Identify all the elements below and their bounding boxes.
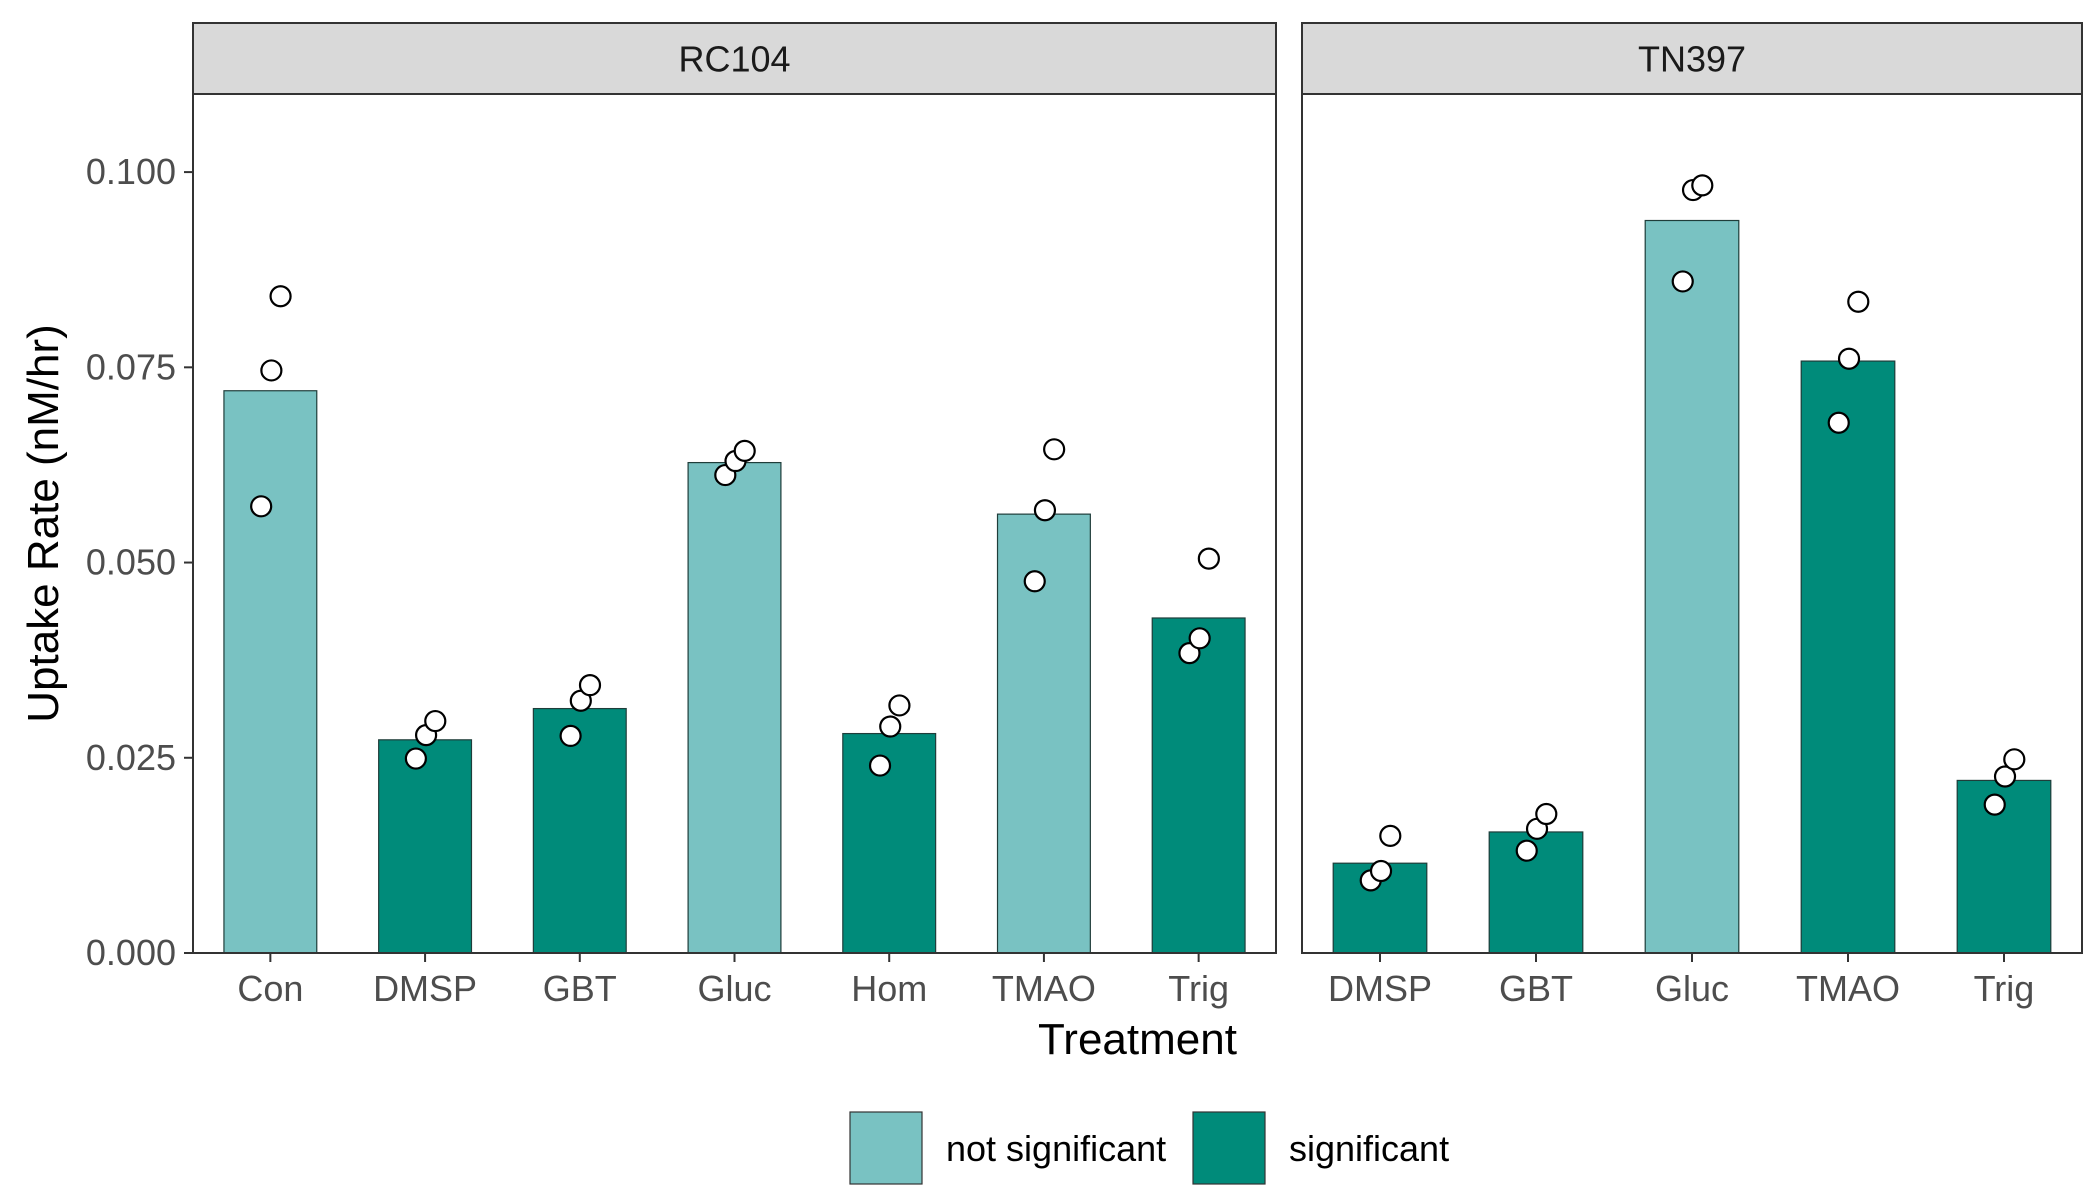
data-point bbox=[578, 674, 602, 697]
data-point bbox=[1379, 824, 1402, 847]
data-point bbox=[1993, 765, 2017, 788]
bar bbox=[1644, 219, 1740, 954]
x-axis-title: Treatment bbox=[1038, 1015, 1237, 1064]
legend-label: not significant bbox=[946, 1128, 1166, 1169]
facet-strip-label: RC104 bbox=[678, 39, 790, 80]
bar bbox=[532, 707, 627, 954]
data-point bbox=[1369, 859, 1393, 883]
y-tick-label: 0.050 bbox=[86, 542, 176, 583]
x-tick-label: GBT bbox=[1499, 968, 1573, 1009]
bar bbox=[1800, 360, 1896, 954]
data-point bbox=[1188, 627, 1211, 650]
x-tick-label: TMAO bbox=[1796, 968, 1900, 1009]
data-point bbox=[1197, 547, 1220, 570]
data-point bbox=[1515, 839, 1538, 862]
facet-strip bbox=[192, 22, 1277, 95]
y-tick-label: 0.100 bbox=[86, 151, 176, 192]
data-point bbox=[733, 439, 756, 462]
data-point bbox=[1837, 347, 1861, 370]
x-tick-label: GBT bbox=[543, 968, 617, 1009]
data-point bbox=[1178, 642, 1201, 665]
bar bbox=[1151, 617, 1246, 954]
data-point bbox=[2003, 748, 2026, 771]
data-point bbox=[1043, 438, 1066, 461]
legend-label: significant bbox=[1289, 1128, 1449, 1169]
x-tick-label: TMAO bbox=[992, 968, 1096, 1009]
facet-strip bbox=[1301, 22, 2083, 95]
data-point bbox=[879, 715, 902, 738]
y-tick-label: 0.000 bbox=[86, 932, 176, 973]
y-tick-label: 0.025 bbox=[86, 737, 176, 778]
y-tick-label: 0.075 bbox=[86, 346, 176, 387]
x-tick-label: Gluc bbox=[1655, 968, 1729, 1009]
bar bbox=[378, 739, 473, 954]
data-point bbox=[404, 747, 427, 770]
data-point bbox=[1691, 174, 1714, 197]
data-point bbox=[1535, 802, 1558, 826]
data-point bbox=[559, 724, 582, 748]
facet-strip-label: TN397 bbox=[1638, 39, 1746, 80]
y-axis-title: Uptake Rate (nM/hr) bbox=[19, 324, 68, 723]
x-tick-label: Gluc bbox=[697, 968, 771, 1009]
x-tick-label: Con bbox=[237, 968, 303, 1009]
x-tick-label: DMSP bbox=[373, 968, 477, 1009]
bar bbox=[687, 461, 782, 954]
x-tick-label: Trig bbox=[1974, 968, 2035, 1009]
data-point bbox=[1847, 290, 1870, 313]
data-point bbox=[269, 285, 292, 308]
x-tick-label: Hom bbox=[851, 968, 927, 1009]
data-point bbox=[1671, 270, 1694, 293]
data-point bbox=[1033, 499, 1057, 522]
data-point bbox=[260, 359, 283, 382]
data-point bbox=[1023, 570, 1046, 593]
legend-key bbox=[1192, 1111, 1266, 1185]
data-point bbox=[868, 754, 892, 777]
data-point bbox=[1827, 411, 1850, 434]
legend-key bbox=[849, 1111, 923, 1185]
x-tick-label: Trig bbox=[1168, 968, 1229, 1009]
x-tick-label: DMSP bbox=[1328, 968, 1432, 1009]
data-point bbox=[424, 709, 447, 733]
data-point bbox=[1983, 793, 2006, 816]
bar bbox=[223, 390, 318, 954]
data-point bbox=[250, 495, 273, 518]
data-point bbox=[888, 694, 911, 717]
